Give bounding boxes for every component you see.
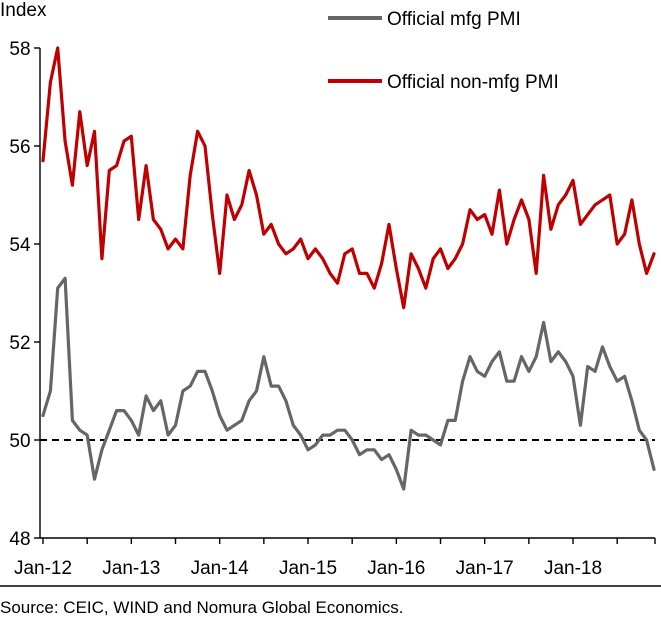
legend: Official mfg PMI Official non-mfg PMI [328,9,559,93]
x-tick-label: Jan-12 [14,558,72,579]
y-tick-label: 54 [9,235,31,256]
x-tick-label: Jan-18 [544,558,602,579]
x-tick-label: Jan-15 [279,558,337,579]
series-line-1 [41,46,656,310]
source-note: Source: CEIC, WIND and Nomura Global Eco… [0,598,404,617]
series-line-0 [41,276,656,491]
y-tick-label: 48 [9,529,30,550]
legend-label: Official mfg PMI [387,9,521,30]
y-tick-label: 56 [9,137,30,158]
series-layer [41,46,656,491]
x-tick-label: Jan-13 [102,558,160,579]
legend-label: Official non-mfg PMI [387,72,559,93]
y-tick-label: 50 [9,431,30,452]
y-tick-label: 58 [9,39,30,60]
x-tick-label: Jan-16 [367,558,425,579]
x-tick-label: Jan-17 [456,558,514,579]
y-axis-ticks: 48 50 52 54 56 58 [9,39,40,550]
y-axis-title: Index [0,0,47,21]
x-axis-ticks: Jan-12 Jan-13 Jan-14 Jan-15 Jan-16 Jan-17 Jan-… [14,538,656,579]
x-tick-label: Jan-14 [191,558,250,579]
y-tick-label: 52 [9,333,30,354]
